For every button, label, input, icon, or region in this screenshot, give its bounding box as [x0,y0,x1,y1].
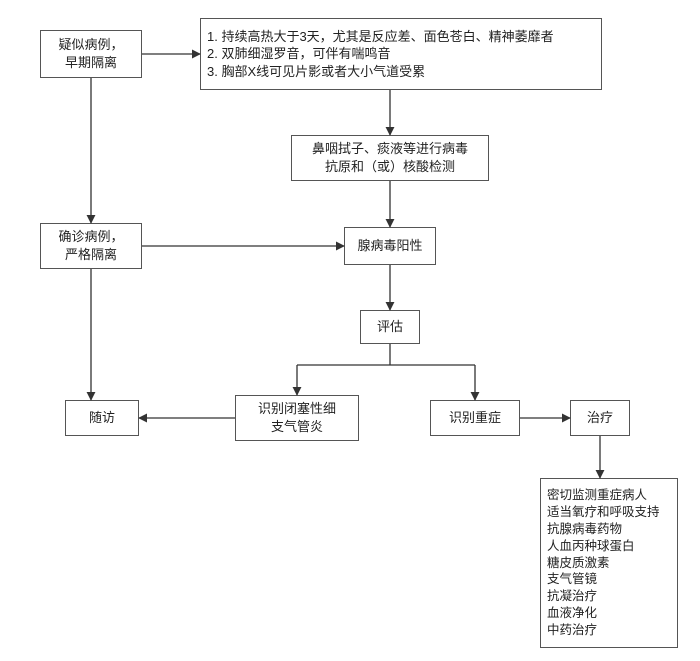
node-followup-label: 随访 [89,409,115,427]
node-swab-label: 鼻咽拭子、痰液等进行病毒抗原和（或）核酸检测 [312,140,468,175]
node-swab: 鼻咽拭子、痰液等进行病毒抗原和（或）核酸检测 [291,135,489,181]
node-bronchiolitis: 识别闭塞性细支气管炎 [235,395,359,441]
node-treatment: 治疗 [570,400,630,436]
node-treatment-list-label: 密切监测重症病人适当氧疗和呼吸支持抗腺病毒药物人血丙种球蛋白糖皮质激素支气管镜抗… [547,487,660,639]
node-confirmed: 确诊病例，严格隔离 [40,223,142,269]
node-severe-label: 识别重症 [449,409,501,427]
node-severe: 识别重症 [430,400,520,436]
node-criteria: 1. 持续高热大于3天，尤其是反应差、面色苍白、精神萎靡者2. 双肺细湿罗音，可… [200,18,602,90]
node-evaluate-label: 评估 [377,318,403,336]
node-positive: 腺病毒阳性 [344,227,436,265]
node-suspect-label: 疑似病例，早期隔离 [58,36,123,71]
node-positive-label: 腺病毒阳性 [357,237,422,255]
node-criteria-label: 1. 持续高热大于3天，尤其是反应差、面色苍白、精神萎靡者2. 双肺细湿罗音，可… [207,28,554,81]
node-treatment-label: 治疗 [587,409,613,427]
node-confirmed-label: 确诊病例，严格隔离 [58,228,123,263]
node-bronchiolitis-label: 识别闭塞性细支气管炎 [258,400,336,435]
node-followup: 随访 [65,400,139,436]
node-treatment-list: 密切监测重症病人适当氧疗和呼吸支持抗腺病毒药物人血丙种球蛋白糖皮质激素支气管镜抗… [540,478,678,648]
node-evaluate: 评估 [360,310,420,344]
node-suspect: 疑似病例，早期隔离 [40,30,142,78]
